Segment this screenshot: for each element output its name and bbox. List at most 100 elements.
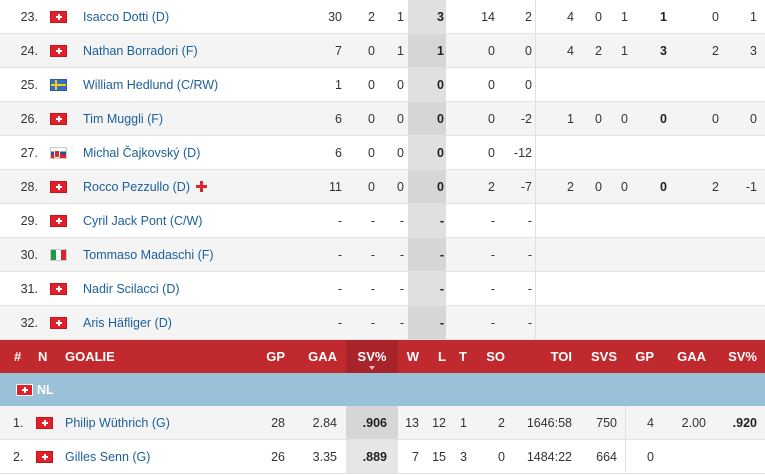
italy-flag-icon	[50, 248, 67, 261]
player-name-link[interactable]: Nathan Borradori (F)	[83, 43, 198, 58]
stat-pm: 0	[525, 77, 532, 92]
stat-pgp: 2	[567, 179, 574, 194]
stat-gaa: 3.35	[312, 449, 337, 464]
stat-pgp: 4	[647, 415, 654, 430]
sorted-column-highlight	[346, 406, 398, 439]
stat-pm: -	[527, 315, 532, 330]
player-name-link[interactable]: Tim Muggli (F)	[83, 111, 164, 126]
player-name-link[interactable]: Nadir Scilacci (D)	[83, 281, 180, 296]
header-so[interactable]: SO	[486, 349, 505, 364]
stat-g: -	[370, 281, 375, 296]
header-gp[interactable]: GP	[266, 349, 285, 364]
header-w[interactable]: W	[406, 349, 419, 364]
stat-p: 1	[437, 43, 444, 58]
stat-gaa: 2.84	[312, 415, 337, 430]
stat-gp: 28	[271, 415, 285, 430]
player-name-cell: Tommaso Madaschi (F)	[83, 238, 214, 271]
stat-p: 0	[437, 77, 444, 92]
stat-pim: 2	[488, 179, 495, 194]
column-divider	[625, 406, 626, 439]
stat-p: 0	[437, 145, 444, 160]
stat-pp: 3	[660, 43, 667, 58]
header-hash[interactable]: #	[14, 349, 22, 364]
stat-pm: -12	[513, 145, 532, 160]
stat-gp: 6	[335, 145, 342, 160]
sorted-column-highlight	[408, 68, 446, 101]
table-row: 24. Nathan Borradori (F) 7 0 1 1 0 0 4 2 1 3 2 3	[0, 34, 765, 68]
stat-pim: -	[490, 213, 495, 228]
header-goalie[interactable]: GOALIE	[65, 349, 115, 364]
header-gaa[interactable]: GAA	[308, 349, 337, 364]
table-row: 26. Tim Muggli (F) 6 0 0 0 0 -2 1 0 0 0 0 0	[0, 102, 765, 136]
stat-gp: 1	[335, 77, 342, 92]
player-name-link[interactable]: Tommaso Madaschi (F)	[83, 247, 214, 262]
stat-a: 0	[397, 145, 404, 160]
player-name-cell: William Hedlund (C/RW)	[83, 68, 218, 101]
stat-pim: -	[490, 281, 495, 296]
stat-ppim: 0	[712, 111, 719, 126]
player-name-link[interactable]: William Hedlund (C/RW)	[83, 77, 219, 92]
flag-cell	[50, 34, 67, 67]
stat-pim: -	[490, 247, 495, 262]
stat-pm: -	[527, 213, 532, 228]
stat-pgp: 4	[567, 9, 574, 24]
sorted-column-highlight	[408, 136, 446, 169]
goalie-name-link[interactable]: Gilles Senn (G)	[65, 449, 151, 464]
table-row: 2. Gilles Senn (G) 26 3.35 .889 7 15 3 0 1484:22 6…	[0, 440, 765, 474]
goalie-name-link[interactable]: Philip Wüthrich (G)	[65, 415, 170, 430]
stat-p: -	[439, 315, 444, 330]
header-l[interactable]: L	[438, 349, 446, 364]
stat-p: -	[439, 247, 444, 262]
goalie-table-header: # N GOALIE GP GAA SV% W L T SO TOI SVS G…	[0, 340, 765, 373]
header-n[interactable]: N	[38, 349, 48, 364]
stat-so: 0	[498, 449, 505, 464]
stat-gp: 26	[271, 449, 285, 464]
table-row: 27. Michal Čajkovský (D) 6 0 0 0 0 -12	[0, 136, 765, 170]
header-playoff-gaa[interactable]: GAA	[677, 349, 706, 364]
column-divider	[535, 306, 536, 339]
stat-p: 3	[437, 9, 444, 24]
stat-pim: 0	[488, 77, 495, 92]
player-name-link[interactable]: Aris Häfliger (D)	[83, 315, 172, 330]
stat-a: -	[399, 315, 404, 330]
header-toi[interactable]: TOI	[550, 349, 572, 364]
stat-g: -	[370, 213, 375, 228]
switzerland-flag-icon	[36, 450, 53, 463]
player-name-link[interactable]: Isacco Dotti (D)	[83, 9, 170, 24]
stat-pp: 0	[660, 111, 667, 126]
sorted-column-highlight	[408, 102, 446, 135]
switzerland-flag-icon	[50, 44, 67, 57]
player-name-cell: Aris Häfliger (D)	[83, 306, 172, 339]
sorted-column-highlight	[408, 34, 446, 67]
sorted-column-highlight	[408, 0, 446, 33]
row-number: 23.	[20, 9, 38, 24]
header-svs[interactable]: SVS	[590, 349, 617, 364]
column-divider	[535, 170, 536, 203]
header-playoff-sv-pct[interactable]: SV%	[728, 349, 757, 364]
stat-toi: 1646:58	[526, 415, 572, 430]
stat-p: 0	[437, 179, 444, 194]
player-name-link[interactable]: Michal Čajkovský (D)	[83, 145, 201, 160]
player-name-link[interactable]: Rocco Pezzullo (D)	[83, 179, 190, 194]
player-name-link[interactable]: Cyril Jack Pont (C/W)	[83, 213, 203, 228]
flag-cell	[50, 68, 67, 101]
slovakia-flag-icon	[50, 146, 67, 159]
stat-gp: -	[337, 247, 342, 262]
stat-pgaa: 2.00	[681, 415, 706, 430]
header-sv-pct[interactable]: SV%	[346, 340, 398, 373]
stat-ppim: 0	[712, 9, 719, 24]
stat-gp: -	[337, 213, 342, 228]
header-playoff-gp[interactable]: GP	[635, 349, 654, 364]
stat-pm: -7	[520, 179, 532, 194]
stat-pp: 1	[660, 9, 667, 24]
stat-ppim: 2	[712, 43, 719, 58]
stat-gp: 11	[329, 179, 342, 194]
stat-pgp: 4	[567, 43, 574, 58]
stat-pa: 1	[621, 9, 628, 24]
table-row: 1. Philip Wüthrich (G) 28 2.84.906 13 12 1 2 164…	[0, 406, 765, 440]
header-t[interactable]: T	[459, 349, 467, 364]
switzerland-flag-icon	[50, 214, 67, 227]
stat-toi: 1484:22	[526, 449, 572, 464]
player-name-cell: Nathan Borradori (F)	[83, 34, 198, 67]
sorted-column-highlight	[408, 204, 446, 237]
